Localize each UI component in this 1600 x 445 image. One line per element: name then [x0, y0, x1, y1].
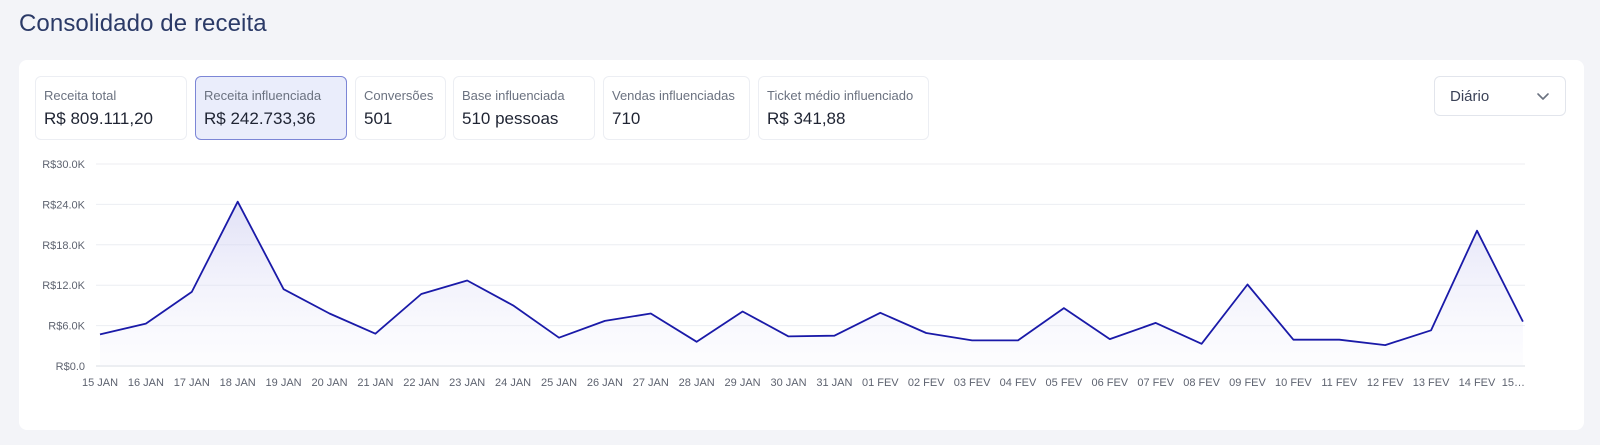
x-tick-label: 08 FEV	[1183, 377, 1220, 389]
page-title: Consolidado de receita	[19, 10, 267, 37]
chart-area	[99, 200, 1524, 366]
x-tick-label: 15 JAN	[82, 377, 118, 389]
x-tick-label: 23 JAN	[449, 377, 485, 389]
x-tick-label: 15…	[1502, 377, 1525, 389]
metric-label: Receita influenciada	[204, 88, 322, 103]
metric-tab-ticket-medio[interactable]: Ticket médio influenciado R$ 341,88	[758, 76, 929, 140]
x-tick-label: 03 FEV	[954, 377, 991, 389]
period-select-value: Diário	[1450, 87, 1490, 105]
x-tick-label: 24 JAN	[495, 377, 531, 389]
metric-label: Vendas influenciadas	[612, 88, 735, 103]
y-axis-ticks: R$0.0 R$6.0K R$12.0K R$18.0K R$24.0K R$30.0K	[42, 159, 85, 373]
metric-tab-receita-total[interactable]: Receita total R$ 809.111,20	[35, 76, 187, 140]
series-area-fill	[100, 201, 1523, 366]
y-tick-label: R$0.0	[56, 361, 85, 373]
x-tick-label: 29 JAN	[725, 377, 761, 389]
x-tick-label: 25 JAN	[541, 377, 577, 389]
metric-tab-conversoes[interactable]: Conversões 501	[355, 76, 446, 140]
metric-value: 510 pessoas	[462, 109, 559, 128]
x-tick-label: 18 JAN	[220, 377, 256, 389]
chevron-down-icon	[1537, 93, 1549, 100]
metric-value: 501	[364, 109, 393, 128]
x-tick-label: 20 JAN	[311, 377, 347, 389]
x-axis-ticks: 15 JAN 16 JAN 17 JAN 18 JAN 19 JAN 20 JAN 21 J…	[82, 377, 1525, 389]
metric-label: Conversões	[364, 88, 434, 103]
x-tick-label: 05 FEV	[1046, 377, 1083, 389]
x-tick-label: 30 JAN	[770, 377, 806, 389]
x-tick-label: 04 FEV	[1000, 377, 1037, 389]
x-tick-label: 12 FEV	[1367, 377, 1404, 389]
metric-label: Base influenciada	[462, 88, 565, 103]
x-tick-label: 22 JAN	[403, 377, 439, 389]
metric-value: R$ 809.111,20	[44, 109, 154, 128]
metric-tab-base-influenciada[interactable]: Base influenciada 510 pessoas	[453, 76, 595, 140]
y-tick-label: R$12.0K	[42, 280, 85, 292]
x-tick-label: 28 JAN	[679, 377, 715, 389]
x-tick-label: 27 JAN	[633, 377, 669, 389]
x-tick-label: 06 FEV	[1091, 377, 1128, 389]
metric-label: Ticket médio influenciado	[767, 88, 914, 103]
x-tick-label: 26 JAN	[587, 377, 623, 389]
x-tick-label: 21 JAN	[357, 377, 393, 389]
period-select[interactable]: Diário	[1434, 76, 1566, 116]
revenue-chart: R$0.0R$6.0KR$12.0KR$18.0KR$24.0KR$30.0K …	[42, 159, 1525, 389]
metric-value: R$ 341,88	[767, 109, 846, 128]
x-tick-label: 10 FEV	[1275, 377, 1312, 389]
x-tick-label: 19 JAN	[266, 377, 302, 389]
x-tick-label: 07 FEV	[1137, 377, 1174, 389]
y-tick-label: R$18.0K	[42, 240, 85, 252]
metric-tab-vendas-influenciadas[interactable]: Vendas influenciadas 710	[603, 76, 750, 140]
x-tick-label: 01 FEV	[862, 377, 899, 389]
x-tick-label: 31 JAN	[816, 377, 852, 389]
x-tick-label: 16 JAN	[128, 377, 164, 389]
y-tick-label: R$30.0K	[42, 159, 85, 171]
metric-label: Receita total	[44, 88, 117, 103]
y-tick-label: R$24.0K	[42, 199, 85, 211]
metric-value: 710	[612, 109, 641, 128]
x-tick-label: 02 FEV	[908, 377, 945, 389]
x-tick-label: 14 FEV	[1459, 377, 1496, 389]
revenue-card: Receita total R$ 809.111,20 Receita infl…	[19, 60, 1584, 430]
x-tick-label: 11 FEV	[1321, 377, 1358, 389]
x-tick-label: 17 JAN	[174, 377, 210, 389]
series-line	[99, 200, 1524, 346]
y-tick-label: R$6.0K	[48, 321, 85, 333]
metric-tab-receita-influenciada[interactable]: Receita influenciada R$ 242.733,36	[195, 76, 347, 140]
x-tick-label: 09 FEV	[1229, 377, 1266, 389]
x-tick-label: 13 FEV	[1413, 377, 1450, 389]
metric-value: R$ 242.733,36	[204, 109, 316, 128]
